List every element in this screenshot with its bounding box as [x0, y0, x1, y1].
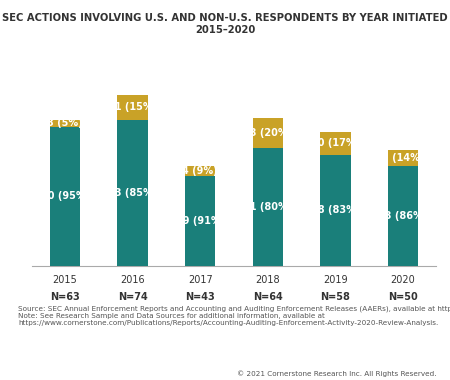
Bar: [252, 118, 283, 148]
Text: 48 (83%): 48 (83%): [310, 206, 360, 215]
Text: 10 (17%): 10 (17%): [311, 138, 360, 148]
Bar: [388, 150, 418, 166]
Bar: [185, 176, 216, 266]
Text: SEC ACTIONS INVOLVING U.S. AND NON-U.S. RESPONDENTS BY YEAR INITIATED: SEC ACTIONS INVOLVING U.S. AND NON-U.S. …: [2, 13, 448, 23]
Text: 4 (9%): 4 (9%): [182, 166, 218, 176]
Text: 51 (80%): 51 (80%): [243, 202, 292, 212]
Text: 60 (95%): 60 (95%): [40, 192, 90, 201]
Text: 11 (15%): 11 (15%): [108, 102, 157, 112]
Text: N=63: N=63: [50, 292, 80, 302]
Text: N=64: N=64: [253, 292, 283, 302]
Bar: [320, 131, 351, 155]
Bar: [117, 120, 148, 266]
Text: 39 (91%): 39 (91%): [176, 216, 225, 226]
Text: Source: SEC Annual Enforcement Reports and Accounting and Auditing Enforcement R: Source: SEC Annual Enforcement Reports a…: [18, 306, 450, 326]
Text: 3 (5%): 3 (5%): [47, 119, 83, 128]
Text: © 2021 Cornerstone Research Inc. All Rights Reserved.: © 2021 Cornerstone Research Inc. All Rig…: [237, 370, 436, 377]
Bar: [185, 166, 216, 176]
Text: N=43: N=43: [185, 292, 215, 302]
Bar: [252, 148, 283, 266]
Bar: [388, 166, 418, 266]
Text: 2015–2020: 2015–2020: [195, 25, 255, 35]
Text: 7 (14%): 7 (14%): [382, 153, 424, 163]
Text: 43 (86%): 43 (86%): [378, 211, 428, 221]
Text: N=58: N=58: [320, 292, 350, 302]
Bar: [117, 95, 148, 120]
Text: 13 (20%): 13 (20%): [243, 128, 292, 138]
Bar: [50, 120, 80, 127]
Bar: [50, 127, 80, 266]
Text: N=50: N=50: [388, 292, 418, 302]
Text: 63 (85%): 63 (85%): [108, 188, 158, 198]
Text: N=74: N=74: [118, 292, 148, 302]
Bar: [320, 155, 351, 266]
